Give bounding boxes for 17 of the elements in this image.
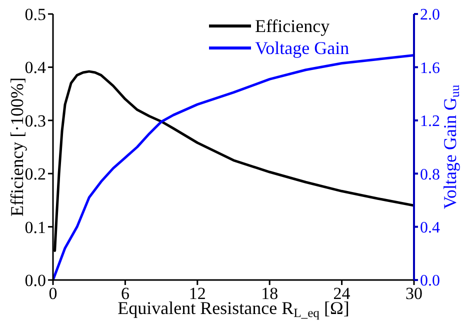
y-tick-label: 0.2 (24, 164, 46, 184)
y2-tick-label: 2.0 (420, 6, 440, 24)
y-axis-title: Efficiency [·100%] (7, 77, 27, 217)
y-tick-label: 0.4 (24, 58, 46, 78)
legend-label: Voltage Gain (255, 38, 350, 58)
y-tick-label: 0.3 (24, 111, 46, 130)
y-tick-label: 0.0 (24, 271, 46, 290)
y2-tick-label: 1.2 (420, 113, 440, 130)
x-tick-label: 0 (48, 284, 58, 304)
y2-tick-label: 0.0 (420, 272, 440, 290)
y2-tick-label: 0.4 (420, 219, 440, 236)
y-tick-label: 0.1 (24, 218, 46, 237)
legend-label: Efficiency (255, 16, 330, 36)
y-tick-label: 0.5 (24, 5, 46, 24)
y2-tick-label: 1.6 (420, 60, 440, 77)
x-tick-label: 30 (406, 284, 422, 304)
y2-tick-label: 0.8 (420, 166, 440, 184)
